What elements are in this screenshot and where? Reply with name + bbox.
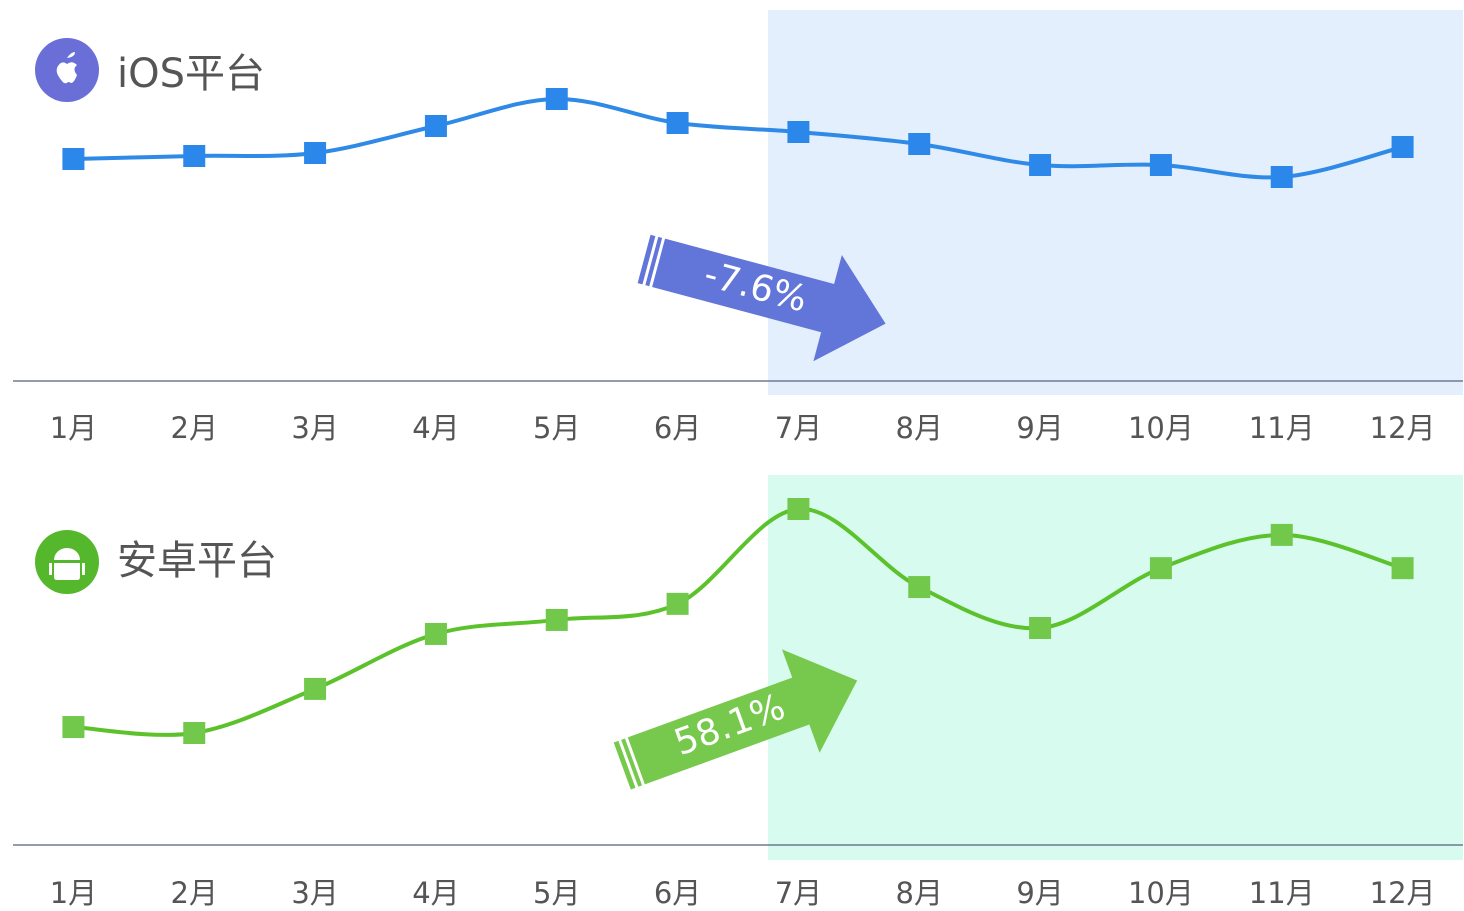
marker [1029,617,1052,639]
marker [787,498,810,520]
x-tick-label: 7月 [775,411,822,445]
x-tick-label: 12月 [1370,411,1436,445]
marker [908,576,931,599]
x-tick-label: 5月 [533,411,580,445]
chart-title: iOS平台 [117,51,265,97]
x-tick-label: 6月 [654,411,701,445]
x-tick-label: 12月 [1370,876,1436,910]
marker [666,112,689,134]
marker [908,133,931,155]
marker [1270,166,1293,188]
marker [304,677,327,700]
x-tick-label: 9月 [1016,411,1063,445]
marker [1270,523,1293,546]
x-tick-label: 2月 [171,876,218,910]
marker [183,145,206,167]
marker [666,592,689,615]
x-tick-label: 3月 [291,411,338,445]
x-tick-label: 10月 [1128,411,1194,445]
chart-title: 安卓平台 [117,538,277,584]
marker [1149,154,1172,176]
x-tick-label: 3月 [291,876,338,910]
marker [545,88,568,110]
highlight-region [768,10,1463,395]
x-tick-label: 9月 [1016,876,1063,910]
x-tick-label: 8月 [896,411,943,445]
marker [62,716,85,739]
marker [1029,154,1052,176]
marker [424,622,447,645]
x-tick-label: 5月 [533,876,580,910]
marker [1149,557,1172,580]
x-tick-label: 11月 [1249,876,1315,910]
x-tick-label: 2月 [171,411,218,445]
marker [304,142,327,164]
x-tick-label: 1月 [50,411,97,445]
android-glyph [49,548,85,580]
marker [424,115,447,137]
x-tick-label: 1月 [50,876,97,910]
x-tick-label: 7月 [775,876,822,910]
marker [1391,136,1414,158]
x-tick-label: 4月 [412,876,459,910]
android-icon [35,530,99,594]
x-tick-label: 4月 [412,411,459,445]
x-tick-label: 6月 [654,876,701,910]
apple-glyph [56,52,77,84]
marker [787,121,810,143]
highlight-region [768,475,1463,860]
marker [183,722,206,744]
x-tick-label: 8月 [896,876,943,910]
marker [545,608,568,631]
marker [62,148,85,170]
x-tick-label: 11月 [1249,411,1315,445]
marker [1391,557,1414,580]
x-tick-label: 10月 [1128,876,1194,910]
